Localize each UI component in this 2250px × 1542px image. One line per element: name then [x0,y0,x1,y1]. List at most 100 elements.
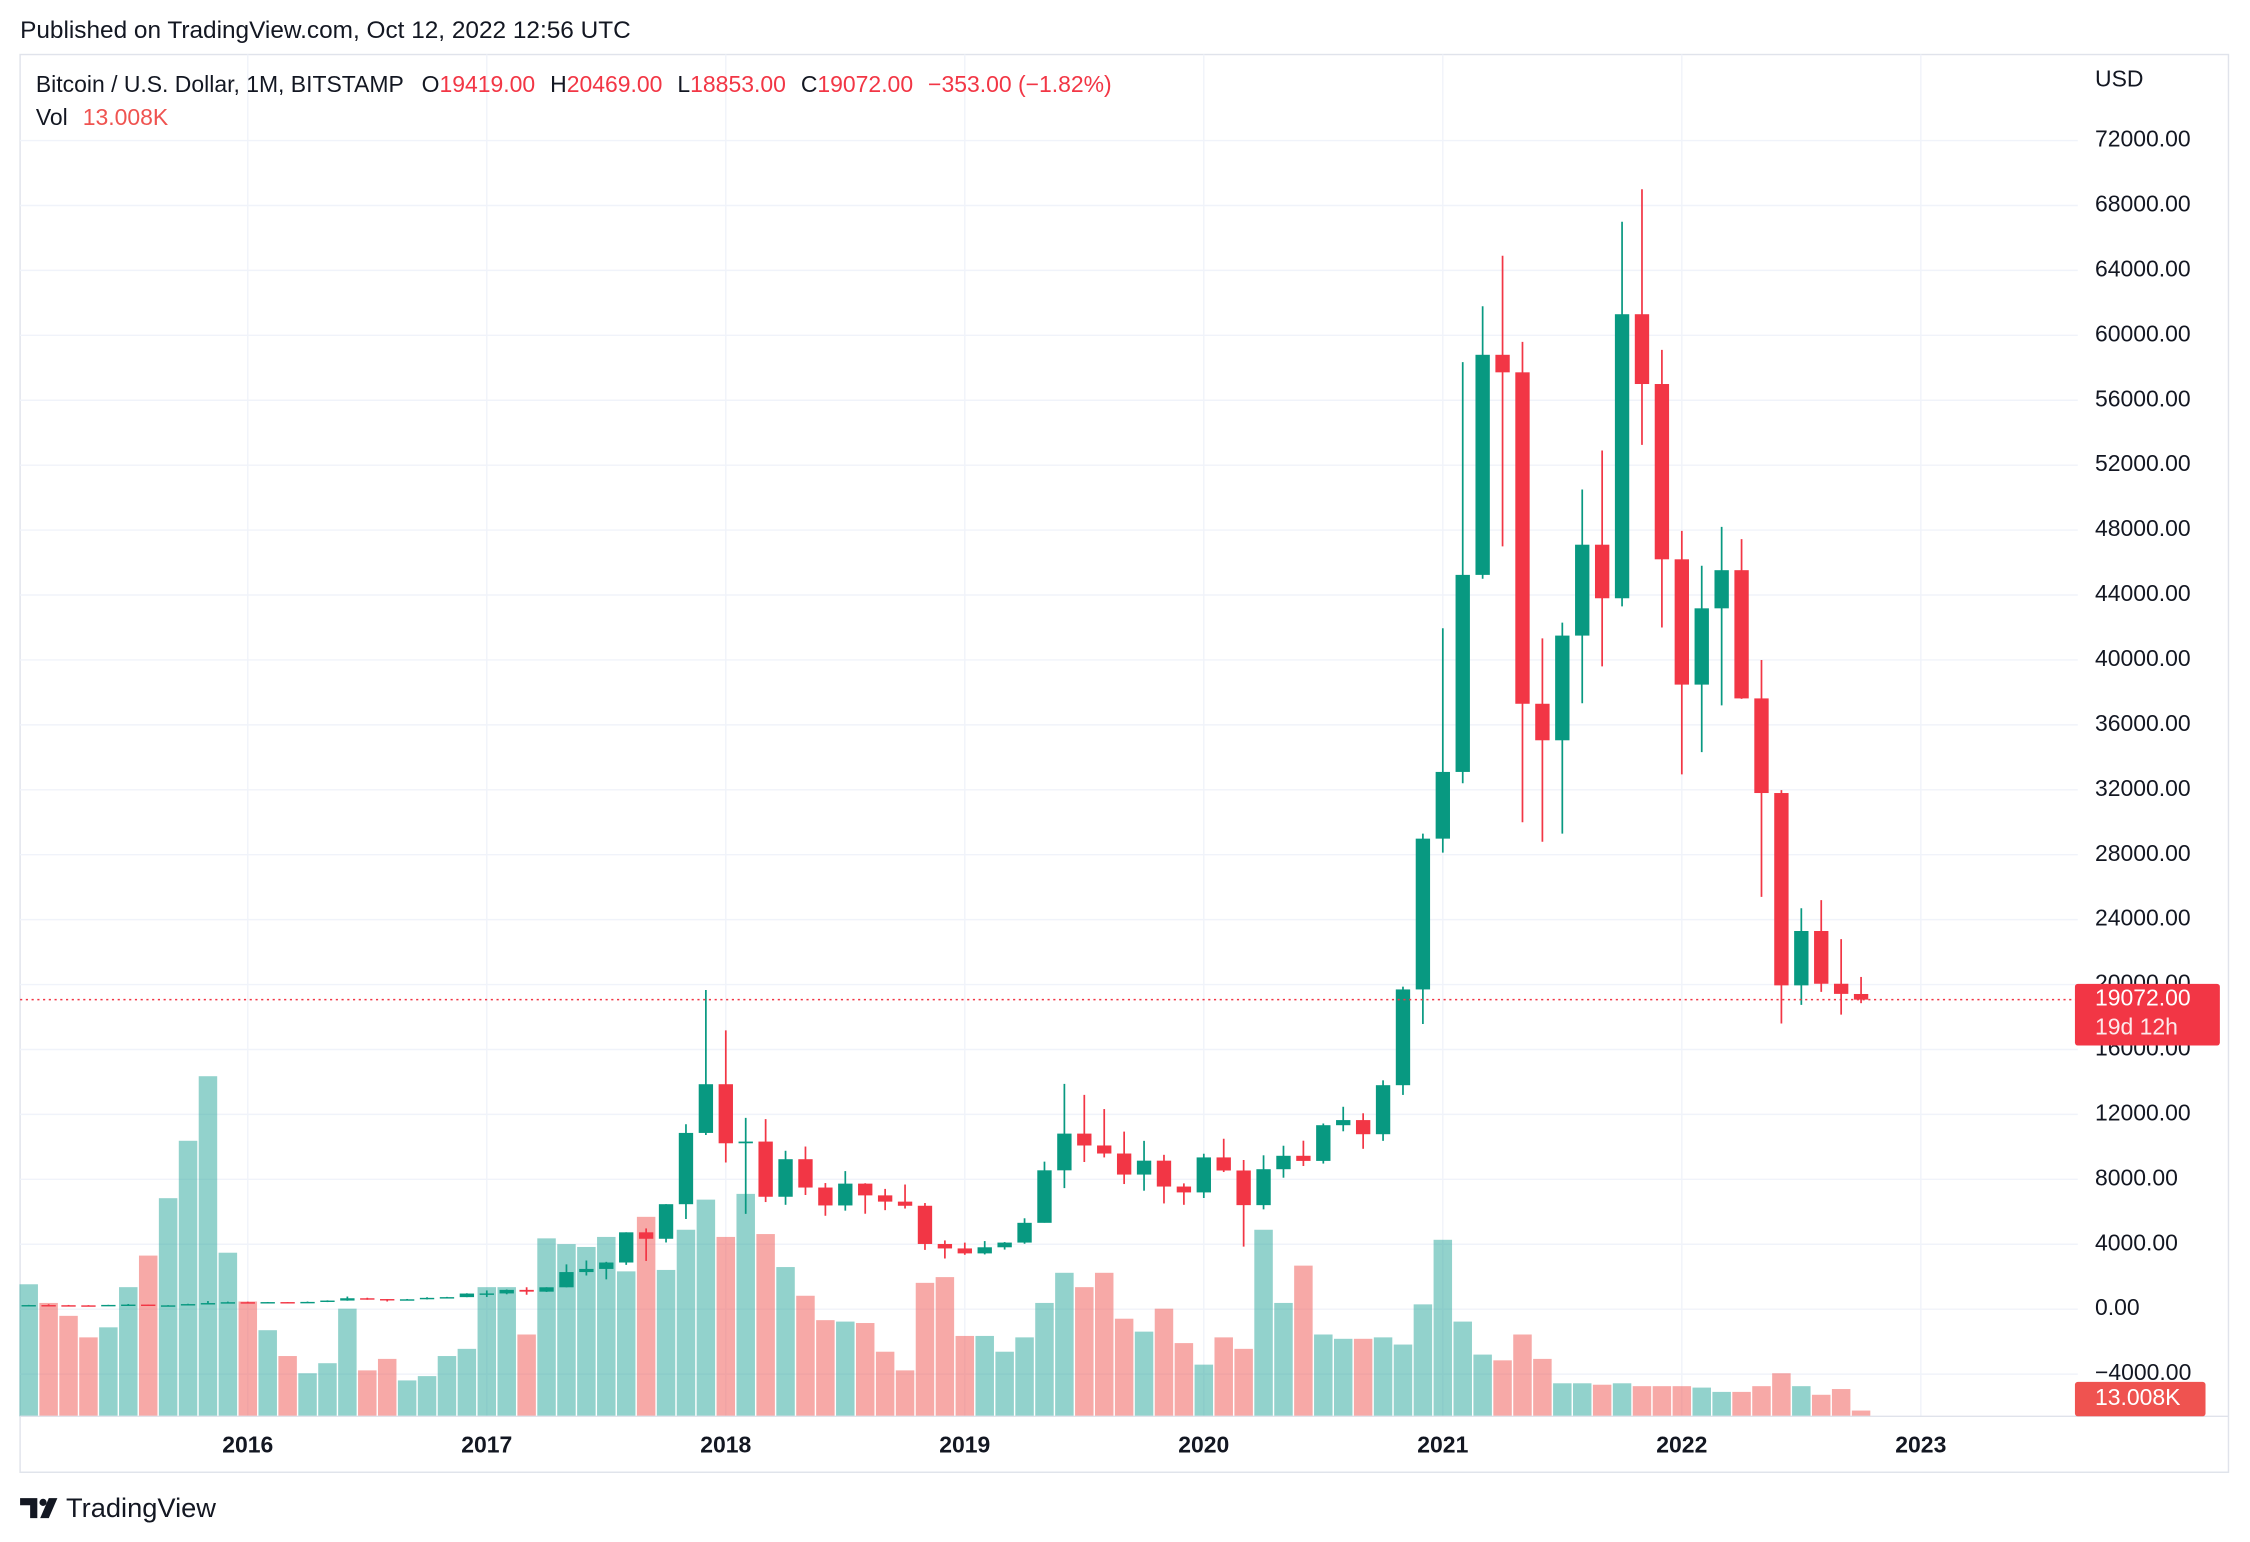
y-tick-label: 40000.00 [2095,645,2191,671]
volume-bar [138,1255,158,1417]
volume-bar [1493,1360,1512,1417]
countdown-label: 19d 12h [2095,1013,2178,1039]
volume-bar [1075,1287,1094,1417]
y-tick-label: 56000.00 [2095,385,2191,411]
candle-body [220,1302,236,1304]
candle-body [499,1289,514,1294]
volume-bar [1652,1386,1672,1417]
candle-body [1754,698,1769,794]
candle-body [678,1132,694,1205]
open-label: O [422,71,440,97]
candle-body [1057,1133,1072,1171]
y-tick-label: 4000.00 [2095,1229,2178,1255]
candle-body [1555,635,1570,741]
volume-bar [158,1198,178,1417]
x-tick-label: 2017 [461,1431,512,1457]
volume-bar [796,1295,815,1417]
candle-body [1375,1085,1391,1135]
volume-bar [537,1238,556,1417]
currency-label: USD [2095,65,2143,91]
candle-body [1714,570,1729,609]
volume-bar [1433,1239,1453,1417]
candle-body [419,1297,435,1300]
candle-body [141,1304,156,1306]
open-value: 19419.00 [440,71,536,97]
candle-body [897,1201,913,1206]
volume-bar [457,1348,477,1417]
volume-bar [995,1351,1014,1417]
volume-bar [577,1246,596,1417]
candle-body [180,1304,196,1306]
volume-bar [1413,1304,1433,1417]
candle-body [1515,372,1530,704]
x-tick-label: 2018 [700,1431,751,1457]
candle-body [1415,838,1431,990]
candle-body [758,1141,773,1197]
candle-body [1734,570,1749,699]
volume-bar [198,1076,218,1417]
volume-bar [1274,1302,1293,1417]
volume-bar [1373,1337,1393,1417]
y-tick-label: 24000.00 [2095,905,2191,931]
volume-bar [39,1302,58,1417]
candle-body [917,1205,933,1244]
volume-bar [1333,1338,1353,1417]
candle-body [1455,574,1470,772]
volume-bar [1792,1386,1811,1417]
volume-bar [218,1252,238,1417]
candle-body [1196,1157,1211,1193]
candle-body [121,1304,136,1306]
volume-bar [1533,1358,1552,1417]
volume-bar [1035,1302,1054,1417]
candle-body [1236,1170,1251,1206]
volume-bar [417,1376,437,1417]
candle-body [81,1305,96,1307]
candle-body [858,1183,873,1196]
x-tick-label: 2022 [1656,1431,1707,1457]
volume-bar [1174,1343,1194,1417]
candle-body [1316,1125,1331,1161]
change-value: −353.00 (−1.82%) [928,71,1112,97]
y-tick-label: 28000.00 [2095,840,2191,866]
volume-bar [437,1356,457,1417]
volume-bar [1254,1229,1273,1417]
y-tick-label: −4000.00 [2095,1359,2191,1385]
grid [20,54,2078,1417]
volume-bar [298,1373,317,1417]
candle-body [160,1305,176,1307]
volume-bar [178,1140,198,1417]
volume-bar [1513,1334,1532,1417]
x-tick-label: 2016 [222,1431,273,1457]
candle-body [1136,1160,1152,1175]
volume-bar [1572,1383,1592,1417]
candle-body [340,1298,355,1301]
volume-bar [238,1301,258,1417]
volume-bar [1114,1318,1134,1417]
close-label: C [801,71,818,97]
candle-body [638,1232,654,1239]
candle-body [1176,1186,1192,1193]
volume-bar [1692,1387,1711,1417]
candle-body [778,1159,793,1197]
candle-body [1296,1155,1311,1161]
volume-bar [1154,1308,1174,1417]
candle-body [619,1232,634,1263]
legend: Bitcoin / U.S. Dollar, 1M, BITSTAMP O194… [36,71,1112,97]
volume-bar [1712,1391,1731,1417]
volume-bar [358,1370,377,1417]
candle-body [320,1300,335,1302]
candle-body [1814,930,1829,984]
volume-bar [79,1337,98,1417]
volume-bar [1772,1373,1791,1417]
candle-body [1077,1133,1092,1146]
candle-body [1395,989,1411,1086]
volume-tag-label: 13.008K [2095,1384,2181,1410]
volume-bar [915,1282,935,1417]
volume-bar [676,1229,696,1417]
candle-body [1614,314,1630,599]
high-label: H [550,71,567,97]
volume-bar [1632,1386,1652,1417]
volume-value: 13.008K [83,104,169,130]
candle-body [101,1304,116,1307]
